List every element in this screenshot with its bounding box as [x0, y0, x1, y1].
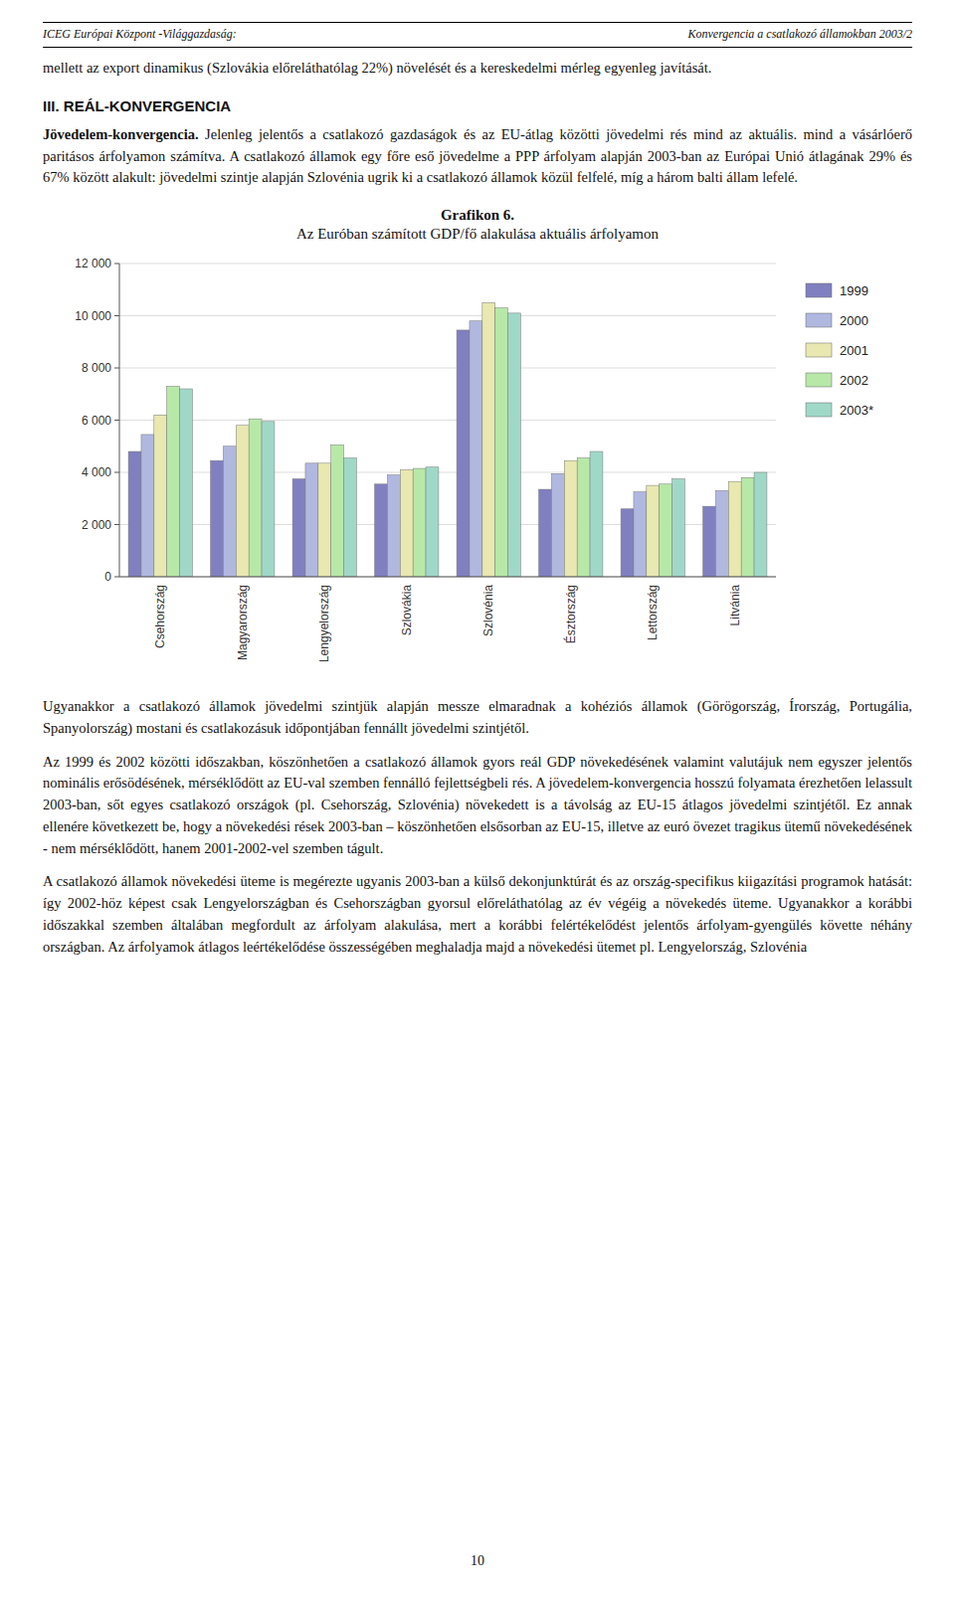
bar — [741, 477, 755, 577]
paragraph: A csatlakozó államok növekedési üteme is… — [42, 871, 913, 958]
page: ICEG Európai Központ -Világgazdaság: Konv… — [42, 21, 913, 970]
section-heading: III. REÁL-KONVERGENCIA — [42, 97, 913, 115]
bar — [318, 463, 332, 577]
bar — [154, 414, 168, 577]
tick-label: 2 000 — [81, 518, 112, 533]
bar — [715, 490, 729, 577]
category-label: Litvánia — [728, 584, 743, 627]
bar — [128, 451, 142, 577]
tick-label: 4 000 — [81, 465, 112, 480]
legend-swatch — [805, 373, 832, 387]
tick-label: 12 000 — [74, 256, 112, 271]
tick-label: 10 000 — [74, 309, 112, 324]
bar — [210, 460, 224, 577]
legend-label: 2000 — [839, 313, 869, 329]
grid-line — [119, 576, 776, 578]
bar — [482, 302, 496, 577]
bar — [261, 421, 275, 577]
category-label: Észtország — [563, 584, 578, 644]
bar — [331, 444, 345, 577]
paragraph: Ugyanakkor a csatlakozó államok jövedelm… — [42, 696, 913, 741]
chart-subtitle: Az Euróban számított GDP/fő alakulása ak… — [42, 225, 913, 243]
bar — [167, 385, 181, 577]
bar — [180, 388, 193, 577]
bar — [633, 492, 647, 577]
tick-mark — [114, 524, 120, 526]
chart: 0 2 000 4 000 6 000 8 000 10 000 12 000 Csehors… — [49, 248, 906, 687]
bar — [305, 463, 319, 577]
grid-line — [119, 315, 776, 317]
grid-line — [119, 368, 776, 370]
chart-container: 0 2 000 4 000 6 000 8 000 10 000 12 000 Csehors… — [42, 248, 913, 687]
bar — [399, 469, 413, 577]
bar — [564, 460, 577, 577]
tick-label: 6 000 — [81, 413, 112, 428]
page-header: ICEG Európai Központ -Világgazdaság: Konv… — [42, 21, 913, 48]
legend-label: 1999 — [839, 283, 869, 299]
x-axis — [119, 576, 776, 578]
bar — [412, 468, 426, 577]
bar — [672, 479, 686, 577]
tick-mark — [114, 368, 120, 370]
category-label: Szlovákia — [399, 584, 414, 637]
category-label: Magyarország — [235, 584, 250, 661]
bar — [576, 458, 590, 577]
bars — [128, 302, 767, 577]
category-label: Szlovénia — [481, 584, 496, 637]
bar — [469, 321, 483, 577]
paragraph: Az 1999 és 2002 közötti időszakban, kösz… — [42, 752, 913, 861]
bar — [456, 330, 470, 577]
paragraph: Jövedelem-konvergencia. Jelenleg jelentő… — [42, 124, 913, 190]
category-label: Csehország — [153, 584, 168, 649]
bar — [659, 484, 673, 577]
category-label: Lengyelország — [317, 584, 332, 663]
header-left: ICEG Európai Központ -Világgazdaság: — [42, 26, 237, 42]
page-number: 10 — [0, 1553, 955, 1570]
bar — [589, 451, 603, 577]
bar — [620, 509, 634, 577]
bar — [222, 446, 236, 577]
tick-label: 8 000 — [81, 361, 112, 376]
legend-label: 2002 — [839, 373, 869, 388]
bar — [703, 506, 717, 577]
tick-mark — [114, 315, 120, 317]
legend-swatch — [805, 402, 832, 417]
tick-mark — [114, 263, 120, 265]
paragraph: mellett az export dinamikus (Szlovákia e… — [42, 57, 913, 80]
grid-line — [119, 419, 776, 421]
grid-line — [119, 263, 776, 265]
legend-swatch — [805, 313, 832, 328]
legend-label: 2003* — [839, 402, 874, 418]
tick-mark — [114, 576, 120, 578]
bar — [248, 418, 262, 577]
bar — [386, 475, 400, 577]
header-right: Konvergencia a csatlakozó államokban 200… — [687, 26, 913, 42]
bar — [495, 308, 509, 577]
bar — [508, 313, 522, 577]
chart-title: Grafikon 6. — [42, 206, 913, 224]
bar — [141, 434, 155, 577]
category-label: Lettország — [645, 584, 660, 641]
legend-label: 2001 — [839, 343, 869, 359]
legend-swatch — [805, 343, 832, 358]
paragraph-bold: Jövedelem-konvergencia. — [42, 126, 199, 143]
tick-label: 0 — [104, 570, 112, 584]
bar — [551, 473, 565, 577]
bar — [754, 472, 767, 577]
tick-mark — [114, 419, 120, 421]
legend-swatch — [805, 283, 832, 298]
bar — [425, 467, 439, 577]
bar — [344, 458, 358, 577]
bar — [375, 484, 388, 577]
bar — [646, 485, 660, 577]
bar — [292, 479, 306, 577]
y-axis — [119, 263, 121, 577]
bar — [235, 425, 249, 577]
bar — [539, 489, 553, 577]
bar — [728, 481, 742, 577]
tick-mark — [114, 472, 120, 474]
